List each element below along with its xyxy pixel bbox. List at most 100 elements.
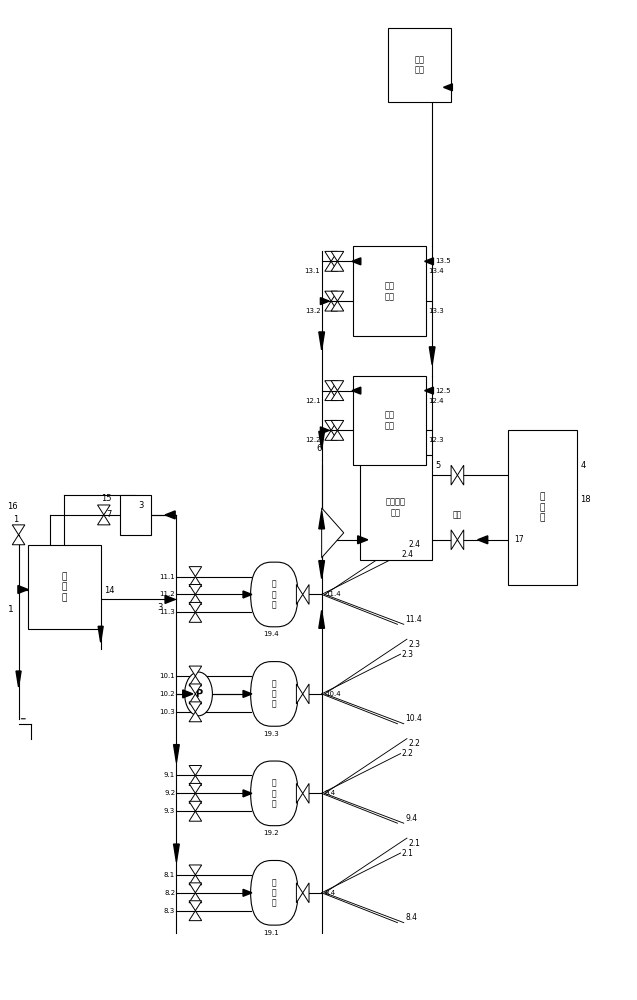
FancyBboxPatch shape <box>250 662 298 726</box>
Text: 11.1: 11.1 <box>159 574 175 580</box>
Text: 2.3: 2.3 <box>402 650 414 659</box>
Polygon shape <box>12 535 25 545</box>
Polygon shape <box>325 420 338 430</box>
Polygon shape <box>325 381 338 391</box>
Polygon shape <box>331 261 344 271</box>
Bar <box>354 376 426 465</box>
Polygon shape <box>325 430 338 440</box>
Polygon shape <box>325 291 338 301</box>
Polygon shape <box>189 666 202 676</box>
Polygon shape <box>357 536 368 544</box>
Text: 11.4: 11.4 <box>325 591 340 597</box>
Polygon shape <box>331 391 344 401</box>
Text: 9.4: 9.4 <box>325 790 336 796</box>
Text: 10.1: 10.1 <box>159 673 175 679</box>
Text: 3: 3 <box>157 603 163 612</box>
FancyBboxPatch shape <box>250 860 298 925</box>
Polygon shape <box>318 610 324 628</box>
Polygon shape <box>318 511 324 529</box>
Polygon shape <box>165 595 175 603</box>
Text: 11.4: 11.4 <box>405 615 422 624</box>
Polygon shape <box>165 511 175 519</box>
Text: 1: 1 <box>13 515 18 524</box>
Text: 13.5: 13.5 <box>435 258 451 264</box>
Text: 副区
锅炉: 副区 锅炉 <box>385 281 394 301</box>
Text: 16: 16 <box>7 502 18 511</box>
Bar <box>508 430 577 585</box>
Polygon shape <box>325 251 338 261</box>
Polygon shape <box>478 536 488 544</box>
Polygon shape <box>97 505 110 515</box>
Text: 3: 3 <box>138 501 144 510</box>
FancyBboxPatch shape <box>250 562 298 627</box>
Text: 9.3: 9.3 <box>164 808 175 814</box>
Polygon shape <box>457 465 464 485</box>
FancyBboxPatch shape <box>250 761 298 826</box>
Text: 2.2: 2.2 <box>402 749 413 758</box>
Polygon shape <box>296 585 303 604</box>
Text: 12.1: 12.1 <box>304 398 320 404</box>
Polygon shape <box>243 889 252 896</box>
Polygon shape <box>189 594 202 604</box>
Polygon shape <box>98 626 103 642</box>
Polygon shape <box>296 883 303 903</box>
Text: 13.2: 13.2 <box>304 308 320 314</box>
Polygon shape <box>189 602 202 612</box>
Text: 2.2: 2.2 <box>408 739 420 748</box>
Polygon shape <box>189 676 202 686</box>
Polygon shape <box>296 783 303 803</box>
Circle shape <box>185 672 212 716</box>
Text: 18: 18 <box>580 495 591 504</box>
Text: 8.3: 8.3 <box>164 908 175 914</box>
Polygon shape <box>189 766 202 775</box>
Polygon shape <box>189 694 202 704</box>
Polygon shape <box>352 387 361 394</box>
Text: 储
油
罐: 储 油 罐 <box>272 878 276 908</box>
Text: 储
油
罐: 储 油 罐 <box>272 778 276 808</box>
Polygon shape <box>189 577 202 587</box>
Polygon shape <box>331 420 344 430</box>
Polygon shape <box>303 684 309 704</box>
Polygon shape <box>189 783 202 793</box>
Text: 11.2: 11.2 <box>159 591 175 597</box>
Polygon shape <box>318 431 324 449</box>
Text: 19.4: 19.4 <box>263 631 279 637</box>
Bar <box>120 495 151 535</box>
Text: 11.3: 11.3 <box>159 609 175 615</box>
Polygon shape <box>331 430 344 440</box>
Polygon shape <box>189 883 202 893</box>
Polygon shape <box>174 745 179 763</box>
Polygon shape <box>451 465 457 485</box>
Text: 10.3: 10.3 <box>159 709 175 715</box>
Text: 9.2: 9.2 <box>164 790 175 796</box>
Polygon shape <box>189 893 202 903</box>
Text: 6: 6 <box>317 444 322 453</box>
Text: 8.2: 8.2 <box>164 890 175 896</box>
Polygon shape <box>243 591 252 598</box>
Text: 14: 14 <box>104 586 114 595</box>
Polygon shape <box>189 684 202 694</box>
Text: 12.3: 12.3 <box>427 437 443 443</box>
Text: 蒸气: 蒸气 <box>453 510 462 519</box>
Text: 2.1: 2.1 <box>408 839 420 848</box>
Text: 膨
胀
罐: 膨 胀 罐 <box>62 572 67 602</box>
Polygon shape <box>331 251 344 261</box>
Text: 19.3: 19.3 <box>263 731 279 737</box>
Polygon shape <box>189 567 202 577</box>
Polygon shape <box>451 530 457 550</box>
Text: 12.5: 12.5 <box>435 388 451 394</box>
Text: 9.1: 9.1 <box>164 772 175 778</box>
Text: P: P <box>195 689 202 699</box>
Text: 储
油
罐: 储 油 罐 <box>272 580 276 609</box>
Bar <box>354 246 426 336</box>
Polygon shape <box>296 684 303 704</box>
Polygon shape <box>425 258 433 265</box>
Polygon shape <box>303 883 309 903</box>
Text: 2.3: 2.3 <box>408 640 420 649</box>
Text: 7: 7 <box>106 510 112 519</box>
Bar <box>359 455 432 560</box>
Text: 10.2: 10.2 <box>159 691 175 697</box>
Polygon shape <box>189 875 202 885</box>
Bar <box>28 545 101 629</box>
Polygon shape <box>174 844 179 862</box>
